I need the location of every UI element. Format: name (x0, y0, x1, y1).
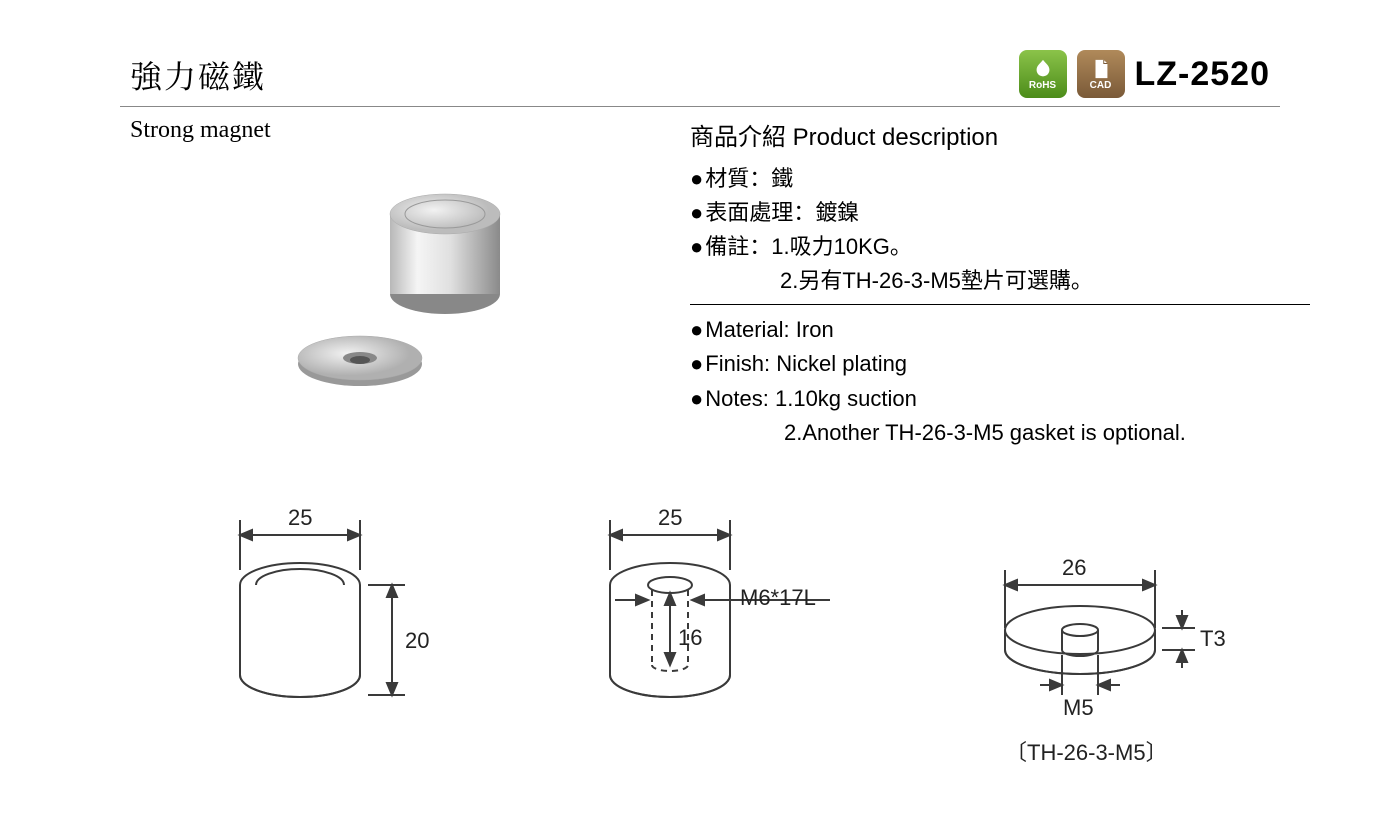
model-number: LZ-2520 (1135, 55, 1271, 94)
description-list-en: Material: Iron Finish: Nickel plating No… (690, 313, 1310, 449)
d1-width: 25 (288, 505, 312, 530)
title-zh: 強力磁鐵 (130, 52, 266, 98)
desc-en-note2: 2.Another TH-26-3-M5 gasket is optional. (690, 416, 1310, 450)
desc-zh-material: 材質：鐵 (690, 162, 1310, 196)
description-heading: 商品介紹 Product description (690, 117, 1310, 152)
d2-depth: 16 (678, 625, 702, 650)
desc-zh-finish: 表面處理：鍍鎳 (690, 196, 1310, 230)
content-row: Strong magnet (0, 107, 1400, 450)
desc-en-note1: Notes: 1.10kg suction (690, 382, 1310, 416)
description-list-zh: 材質：鐵 表面處理：鍍鎳 備註：1.吸力10KG。 2.另有TH-26-3-M5… (690, 162, 1310, 298)
description-column: 商品介紹 Product description 材質：鐵 表面處理：鍍鎳 備註… (690, 117, 1310, 450)
d2-width: 25 (658, 505, 682, 530)
d3-thick: T3 (1200, 626, 1226, 651)
rohs-badge: RoHS (1019, 50, 1067, 98)
desc-en-finish: Finish: Nickel plating (690, 347, 1310, 381)
cad-badge: CAD (1077, 50, 1125, 98)
left-column: Strong magnet (130, 117, 650, 450)
d1-height: 20 (405, 628, 429, 653)
d3-width: 26 (1062, 555, 1086, 580)
badge-group: RoHS CAD LZ-2520 (1019, 50, 1271, 98)
cad-badge-label: CAD (1090, 80, 1112, 91)
d3-caption: 〔TH-26-3-M5〕 (1005, 740, 1168, 765)
d3-hole: M5 (1063, 695, 1094, 720)
desc-en-material: Material: Iron (690, 313, 1310, 347)
subtitle-en: Strong magnet (130, 117, 650, 144)
product-photo (250, 174, 570, 414)
rohs-badge-label: RoHS (1029, 80, 1056, 91)
desc-zh-note1: 備註：1.吸力10KG。 (690, 230, 1310, 264)
technical-diagrams: 25 20 25 M6*17L 16 (130, 500, 1270, 800)
desc-zh-note2: 2.另有TH-26-3-M5墊片可選購。 (690, 264, 1310, 298)
description-divider (690, 304, 1310, 305)
header: 強力磁鐵 RoHS CAD LZ-2520 (0, 0, 1400, 98)
d2-thread: M6*17L (740, 585, 816, 610)
